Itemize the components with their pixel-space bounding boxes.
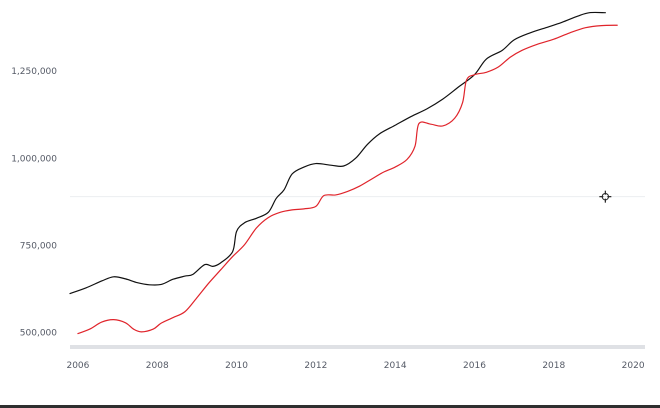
- cursor-layer: [599, 190, 612, 203]
- x-tick-label: 2006: [66, 361, 89, 371]
- y-tick-label: 1,250,000: [11, 67, 57, 77]
- series-group: [69, 11, 618, 335]
- bottom-divider: [0, 405, 660, 408]
- x-tick-label: 2008: [146, 361, 169, 371]
- x-tick-label: 2012: [304, 361, 327, 371]
- series-line-2[interactable]: [77, 24, 618, 335]
- x-tick-label: 2010: [225, 361, 248, 371]
- x-tick-label: 2020: [622, 361, 645, 371]
- x-tick-label: 2014: [384, 361, 407, 371]
- x-tick-label: 2016: [463, 361, 486, 371]
- y-tick-label: 500,000: [20, 329, 57, 339]
- series-line-1[interactable]: [69, 11, 606, 295]
- y-tick-label: 1,000,000: [11, 154, 57, 164]
- x-tick-label: 2018: [542, 361, 565, 371]
- x-axis-baseline: [70, 345, 645, 349]
- crosshair-cursor-icon: [599, 190, 612, 203]
- y-tick-label: 750,000: [20, 241, 57, 251]
- axes: 500,000 750,000 1,000,000 1,250,000 2006 2008…: [11, 67, 645, 371]
